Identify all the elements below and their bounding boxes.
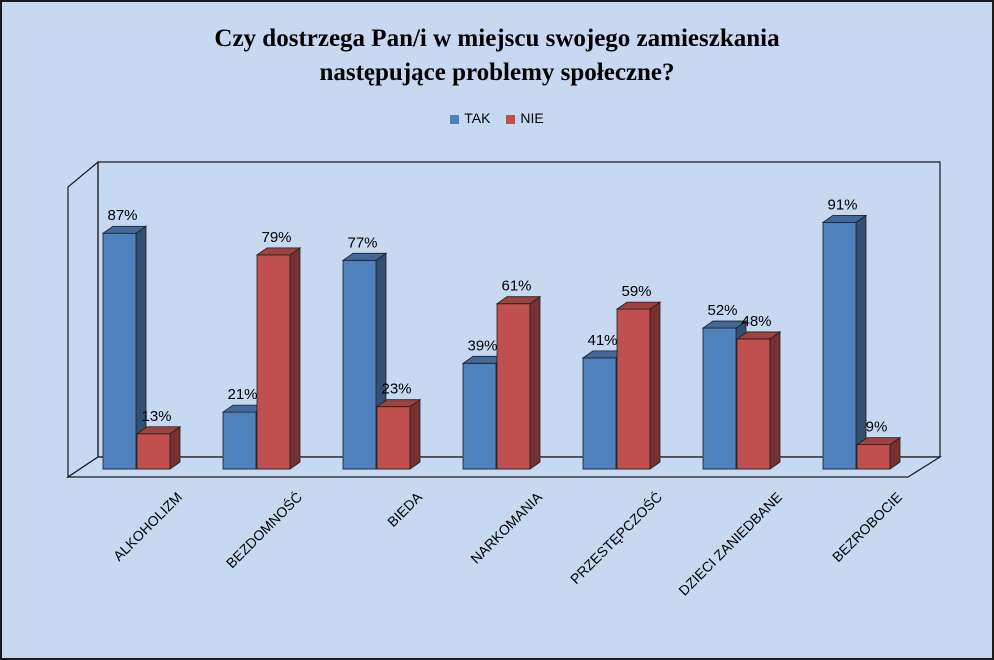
data-label-tak-bezrobocie: 91%	[827, 196, 857, 213]
data-label-tak-alkoholizm: 87%	[107, 207, 137, 224]
bar-nie-narkomania	[496, 303, 531, 470]
category-label-bezrobocie: BEZROBOCIE	[829, 489, 905, 565]
data-label-nie-bezrobocie: 9%	[866, 419, 888, 436]
bar-tak-bezdomnosc	[222, 411, 257, 470]
category-label-narkomania: NARKOMANIA	[467, 488, 545, 566]
data-label-tak-bieda: 77%	[347, 234, 377, 251]
bar-nie-narkomania-top	[495, 296, 542, 305]
data-label-nie-bieda: 23%	[381, 381, 411, 398]
bar-tak-bieda-top	[341, 252, 388, 261]
data-label-nie-dzieci-zaniedbane: 48%	[741, 313, 771, 330]
data-label-nie-bezdomnosc: 79%	[261, 229, 291, 246]
bar-nie-bezdomnosc	[256, 254, 291, 470]
legend: TAK NIE	[2, 110, 992, 126]
bar-nie-przestepczosc	[616, 308, 651, 470]
bar-tak-bezrobocie-top	[821, 214, 868, 223]
bar-nie-bieda	[376, 406, 411, 470]
data-label-tak-dzieci-zaniedbane: 52%	[707, 302, 737, 319]
side-wall	[67, 160, 99, 479]
bar-tak-dzieci-zaniedbane-top	[701, 320, 748, 329]
category-label-dzieci-zaniedbane: DZIECI ZANIEDBANE	[675, 489, 785, 599]
category-label-alkoholizm: ALKOHOLIZM	[110, 489, 185, 564]
data-label-nie-przestepczosc: 59%	[621, 283, 651, 300]
bar-nie-dzieci-zaniedbane	[736, 338, 771, 470]
bar-nie-bezdomnosc-top	[255, 247, 302, 256]
legend-swatch-tak	[450, 114, 460, 124]
category-label-bezdomnosc: BEZDOMNOŚĆ	[222, 488, 305, 571]
legend-item-nie: NIE	[506, 110, 544, 126]
category-label-bieda: BIEDA	[384, 488, 425, 529]
bar-tak-alkoholizm-top	[101, 225, 148, 234]
legend-label-tak: TAK	[464, 110, 491, 126]
data-label-nie-narkomania: 61%	[501, 278, 531, 295]
bar-tak-bezrobocie	[822, 221, 857, 470]
data-label-tak-narkomania: 39%	[467, 337, 497, 354]
bar-nie-alkoholizm	[136, 433, 171, 470]
legend-swatch-nie	[506, 114, 516, 124]
bar-tak-alkoholizm	[102, 232, 137, 470]
bar-tak-narkomania	[462, 362, 497, 470]
bar-nie-bezrobocie	[856, 444, 891, 470]
data-label-nie-alkoholizm: 13%	[141, 408, 171, 425]
bar-nie-dzieci-zaniedbane-top	[735, 331, 782, 340]
bar-nie-przestepczosc-top	[615, 301, 662, 310]
bar-tak-dzieci-zaniedbane	[702, 327, 737, 470]
data-label-tak-bezdomnosc: 21%	[227, 386, 257, 403]
bar-nie-bieda-top	[375, 399, 422, 408]
bar-tak-przestepczosc	[582, 357, 617, 470]
bar-nie-bezrobocie-top	[855, 437, 902, 446]
legend-item-tak: TAK	[450, 110, 490, 126]
bar-tak-bieda	[342, 259, 377, 470]
category-label-przestepczosc: PRZESTĘPCZOŚĆ	[566, 488, 665, 587]
bar-nie-alkoholizm-top	[135, 426, 182, 435]
legend-label-nie: NIE	[520, 110, 544, 126]
data-label-tak-przestepczosc: 41%	[587, 332, 617, 349]
chart-title: Czy dostrzega Pan/i w miejscu swojego za…	[214, 25, 780, 86]
